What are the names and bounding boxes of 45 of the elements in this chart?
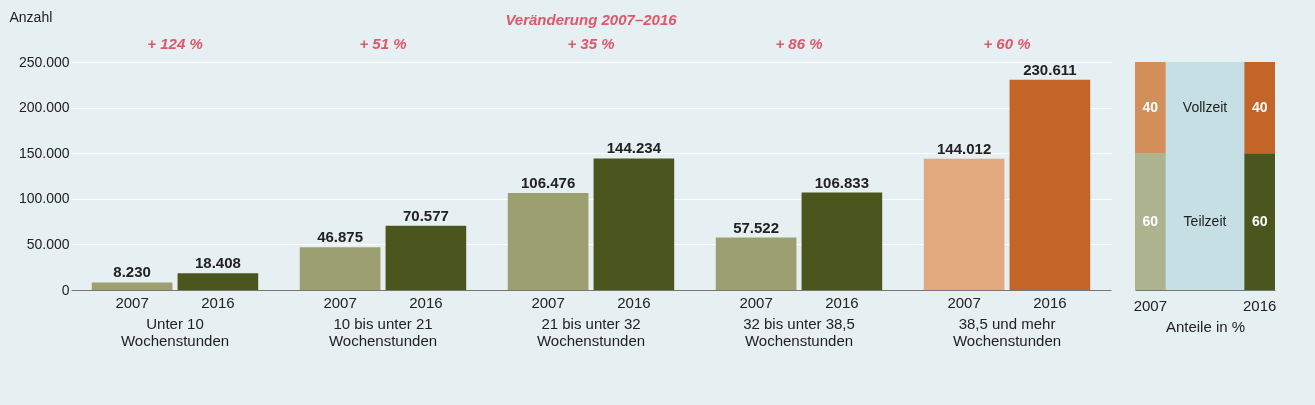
bar bbox=[923, 158, 1005, 290]
y-axis-title: Anzahl bbox=[9, 8, 53, 25]
data-label: 40 bbox=[1142, 98, 1159, 115]
x-tick-label: 38,5 und mehr Wochenstunden bbox=[952, 314, 1062, 349]
data-label: 60 bbox=[1251, 212, 1268, 229]
chart-subtitle: Veränderung 2007–2016 bbox=[505, 11, 678, 28]
x-axis-title: Anteile in % bbox=[1165, 317, 1246, 335]
y-tick-label: 250.000 bbox=[18, 53, 70, 70]
bar bbox=[385, 225, 467, 290]
bar bbox=[507, 192, 589, 290]
text: + 35 % bbox=[567, 35, 615, 52]
y-tick-label: 100.000 bbox=[18, 190, 70, 207]
data-label: 57.522 bbox=[733, 218, 780, 236]
text: + 60 % bbox=[983, 35, 1031, 52]
x-tick-label: 32 bis unter 38,5 Wochenstunden bbox=[743, 314, 855, 349]
data-label: 18.408 bbox=[194, 254, 241, 272]
bar bbox=[593, 158, 675, 290]
bar bbox=[177, 273, 259, 290]
data-label: 230.611 bbox=[1023, 60, 1077, 78]
y-tick-label: 200.000 bbox=[18, 99, 70, 116]
data-label: 144.012 bbox=[937, 139, 992, 157]
bar bbox=[299, 247, 381, 290]
bar bbox=[1009, 79, 1091, 290]
data-label: 144.234 bbox=[606, 139, 662, 157]
data-label: 46.875 bbox=[317, 228, 364, 246]
text: + 124 % bbox=[147, 35, 203, 52]
y-tick-label: 0 bbox=[61, 281, 70, 298]
data-label: 106.476 bbox=[521, 173, 576, 191]
bar bbox=[801, 192, 883, 290]
series-label: Vollzeit bbox=[1182, 98, 1228, 115]
data-label: 40 bbox=[1251, 98, 1268, 115]
data-label: 8.230 bbox=[113, 263, 151, 281]
bar bbox=[715, 237, 797, 290]
series-label: Teilzeit bbox=[1183, 212, 1227, 229]
data-label: 106.833 bbox=[814, 173, 869, 191]
bar bbox=[91, 282, 173, 290]
x-tick-label: 21 bis unter 32 Wochenstunden bbox=[536, 314, 646, 349]
y-tick-label: 50.000 bbox=[26, 235, 70, 252]
y-tick-label: 150.000 bbox=[18, 144, 70, 161]
data-label: 70.577 bbox=[402, 206, 449, 224]
text: + 86 % bbox=[775, 35, 823, 52]
x-tick-label: 10 bis unter 21 Wochenstunden bbox=[328, 314, 438, 349]
x-tick-label: Unter 10 Wochenstunden bbox=[120, 314, 230, 349]
data-label: 60 bbox=[1142, 212, 1159, 229]
text: + 51 % bbox=[359, 35, 407, 52]
